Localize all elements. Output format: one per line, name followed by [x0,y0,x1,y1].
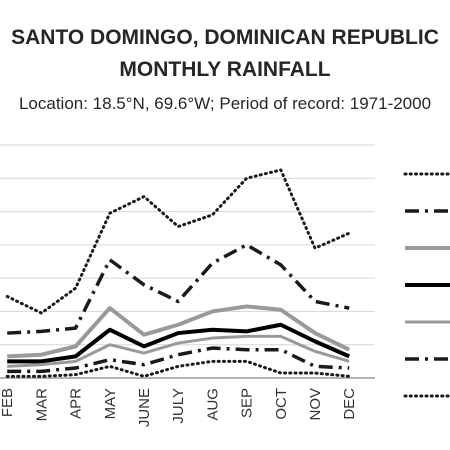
gridlines [0,144,375,379]
series-line-4 [7,322,351,364]
x-tick-label: AUG [204,388,221,421]
series-lines [5,168,351,378]
series-line-7 [5,359,351,378]
x-tick-label: SEP [239,388,256,418]
series-line-5 [7,334,350,368]
x-tick-label: MAY [102,388,119,419]
x-tick-label: DEC [341,388,358,420]
legend [403,172,450,398]
x-axis-tick-labels: FEB MAR APR MAY JUNE JULY AUG SEP OCT NOV DEC [0,388,358,427]
x-tick-label: MAR [33,388,50,422]
chart-title-line-1: SANTO DOMINGO, DOMINICAN REPUBLIC [11,26,439,49]
x-tick-label: OCT [273,388,290,420]
x-tick-label: APR [68,388,85,419]
x-tick-label: JULY [170,388,187,424]
x-tick-label: JUNE [136,388,153,427]
series-line-1 [5,168,351,315]
x-tick-label: NOV [307,388,324,421]
series-line-3 [7,304,351,359]
chart-subtitle: Location: 18.5°N, 69.6°W; Period of reco… [18,94,432,113]
x-tick-label: FEB [0,388,16,417]
chart-title-line-2: MONTHLY RAINFALL [119,58,331,81]
series-line-2 [7,243,350,335]
